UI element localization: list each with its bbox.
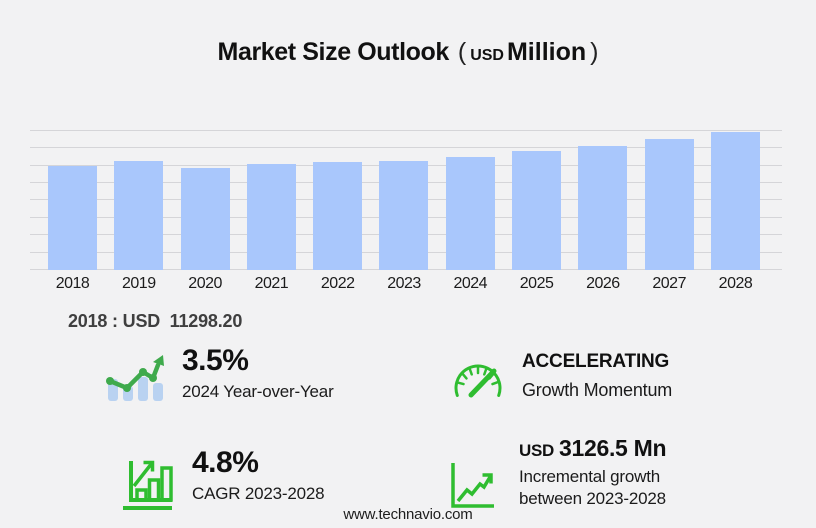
incremental-amount: 3126.5 Mn [559,435,667,461]
bar-2025 [512,151,562,270]
stat-incremental: USD 3126.5 Mn Incremental growth between … [446,435,691,511]
speedometer-icon [454,364,502,398]
bar-2028 [710,131,760,270]
bar-2027 [644,139,694,270]
momentum-value: ACCELERATING [522,351,670,372]
x-axis-label-2025: 2025 [519,275,554,292]
title-main: Market Size Outlook [217,38,450,66]
incremental-currency: USD [519,441,554,460]
bar-2023 [379,160,429,270]
bar-2026 [578,145,628,270]
x-axis-label-2019: 2019 [122,275,156,292]
cagr-label: CAGR 2023-2028 [192,484,325,503]
bar-chart-trend-icon [106,355,164,401]
bar-2018 [48,165,97,270]
x-axis-label-2020: 2020 [188,275,222,292]
bar-2024 [445,156,495,270]
growth-bars-icon [123,460,173,510]
title-currency: USD [470,47,504,64]
stat-cagr: 4.8% CAGR 2023-2028 [120,446,325,512]
bar-2021 [246,164,296,270]
incremental-label: Incremental growth between 2023-2028 [519,467,666,509]
bar-chart [30,113,782,270]
data-callout-2018: 2018 : USD 11298.20 [68,311,243,331]
bar-2022 [313,162,363,270]
x-axis-label-2023: 2023 [387,275,421,292]
yoy-label: 2024 Year-over-Year [182,382,334,401]
title-open-paren: ( [457,38,467,66]
x-axis-labels: 2018 2019 2020 2021 2022 2023 2024 2025 2026 2027… [48,275,760,293]
bar-2019 [114,161,164,270]
chart-bars [48,113,760,270]
x-axis-label-2021: 2021 [254,275,289,292]
gridline [30,129,782,131]
chart-title: Market Size Outlook(USD Million) [0,38,816,67]
x-axis-label-2022: 2022 [320,275,355,292]
title-unit: Million [506,38,587,66]
momentum-label: Growth Momentum [522,379,673,400]
x-axis-label-2024: 2024 [453,275,488,292]
stat-yoy: 3.5% 2024 Year-over-Year [103,346,334,404]
x-axis-label-2018: 2018 [55,275,90,292]
website-url: www.technavio.com [343,506,473,523]
yoy-value: 3.5% [182,344,249,377]
x-axis-label-2027: 2027 [652,275,686,292]
stat-momentum: ACCELERATING Growth Momentum [452,351,673,402]
trend-arrow-icon [451,463,494,508]
title-close-paren: ) [590,38,599,66]
bar-2020 [180,168,230,270]
incremental-value: USD 3126.5 Mn [519,435,691,461]
cagr-value: 4.8% [192,446,259,479]
gridline [30,147,782,149]
x-axis-label-2026: 2026 [586,275,620,292]
x-axis-label-2028: 2028 [718,275,753,292]
